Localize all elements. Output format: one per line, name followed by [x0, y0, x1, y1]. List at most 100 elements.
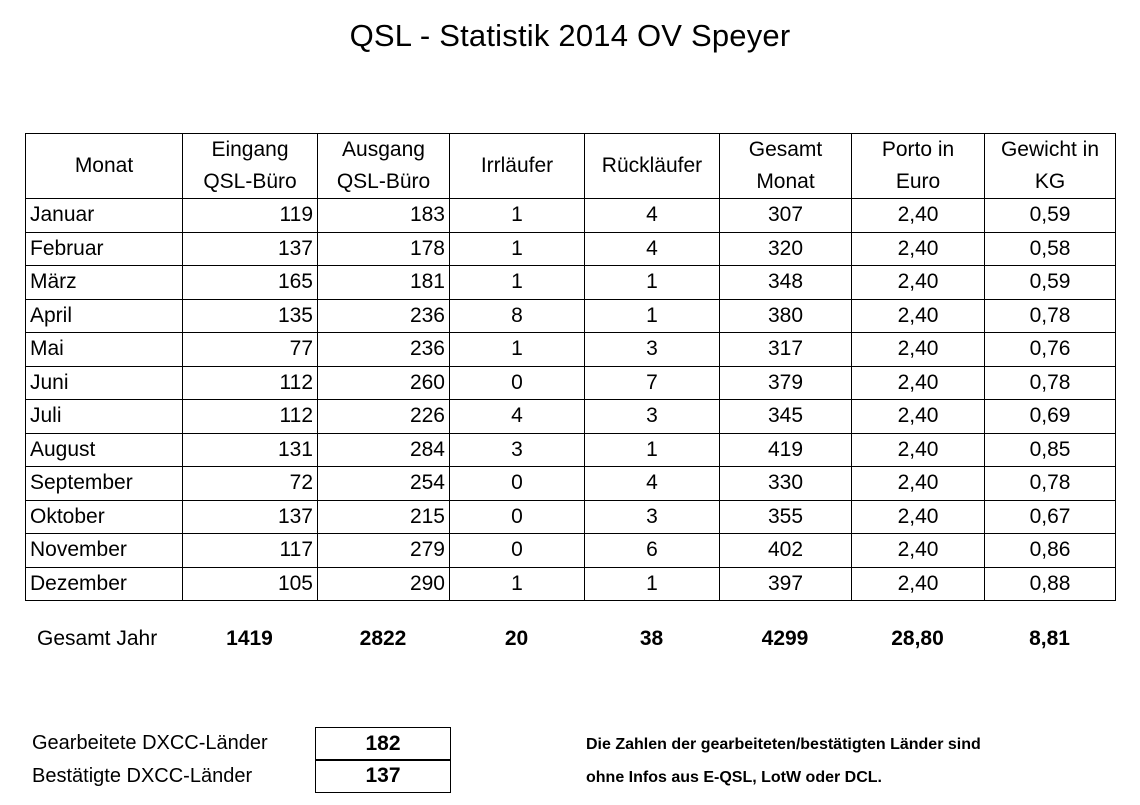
cell-gesamt: 419 — [719, 432, 852, 467]
cell-gewicht: 0,88 — [984, 566, 1116, 601]
cell-rueckläufer: 3 — [584, 399, 720, 434]
cell-rueckläufer: 4 — [584, 466, 720, 501]
cell-gesamt: 379 — [719, 365, 852, 400]
cell-month: März — [25, 265, 183, 300]
cell-rueckläufer: 3 — [584, 332, 720, 367]
cell-rueckläufer: 4 — [584, 231, 720, 266]
total-rueckläufer: 38 — [639, 627, 664, 650]
cell-eingang: 119 — [182, 198, 318, 233]
cell-irrlaeufer: 1 — [449, 566, 585, 601]
cell-month: Oktober — [25, 499, 183, 534]
cell-porto: 2,40 — [851, 399, 985, 434]
cell-gewicht: 0,58 — [984, 231, 1116, 266]
table-row: Juni 112 260 0 7 379 2,40 0,78 — [25, 365, 1116, 400]
header-ausgang: Ausgang QSL-Büro — [317, 133, 450, 199]
cell-porto: 2,40 — [851, 365, 985, 400]
cell-ausgang: 236 — [317, 298, 450, 333]
total-eingang: 1419 — [226, 627, 273, 650]
cell-ausgang: 284 — [317, 432, 450, 467]
header-monat: Monat — [25, 133, 183, 199]
cell-irrlaeufer: 3 — [449, 432, 585, 467]
note-line-1: Die Zahlen der gearbeiteten/bestätigten … — [586, 736, 981, 753]
cell-eingang: 137 — [182, 231, 318, 266]
table-row: August 131 284 3 1 419 2,40 0,85 — [25, 432, 1116, 467]
cell-porto: 2,40 — [851, 432, 985, 467]
table-row: November 117 279 0 6 402 2,40 0,86 — [25, 533, 1116, 568]
cell-month: Januar — [25, 198, 183, 233]
cell-porto: 2,40 — [851, 231, 985, 266]
cell-rueckläufer: 1 — [584, 265, 720, 300]
header-irrlaeufer: Irrläufer — [449, 133, 585, 199]
header-porto: Porto in Euro — [851, 133, 985, 199]
header-gesamt-monat: Gesamt Monat — [719, 133, 852, 199]
table-row: Dezember 105 290 1 1 397 2,40 0,88 — [25, 566, 1116, 601]
cell-gesamt: 402 — [719, 533, 852, 568]
header-gewicht: Gewicht in KG — [984, 133, 1116, 199]
total-gesamt: 4299 — [761, 627, 809, 650]
cell-rueckläufer: 1 — [584, 566, 720, 601]
cell-gesamt: 348 — [719, 265, 852, 300]
table-body: Januar 119 183 1 4 307 2,40 0,59 Februar 137 178 1 4… — [25, 198, 1116, 601]
cell-gesamt: 317 — [719, 332, 852, 367]
cell-month: Juni — [25, 365, 183, 400]
cell-gewicht: 0,67 — [984, 499, 1116, 534]
cell-eingang: 105 — [182, 566, 318, 601]
header-eingang: Eingang QSL-Büro — [182, 133, 318, 199]
table-header-row: Monat Eingang QSL-Büro Ausgang QSL-Büro Ir… — [25, 133, 1116, 199]
cell-rueckläufer: 4 — [584, 198, 720, 233]
cell-irrlaeufer: 0 — [449, 533, 585, 568]
worked-dxcc-value: 182 — [315, 727, 451, 761]
cell-porto: 2,40 — [851, 499, 985, 534]
cell-eingang: 137 — [182, 499, 318, 534]
cell-gesamt: 397 — [719, 566, 852, 601]
cell-gewicht: 0,59 — [984, 198, 1116, 233]
cell-ausgang: 226 — [317, 399, 450, 434]
cell-irrlaeufer: 0 — [449, 499, 585, 534]
cell-month: August — [25, 432, 183, 467]
note-line-2: ohne Infos aus E-QSL, LotW oder DCL. — [586, 769, 882, 786]
page-title: QSL - Statistik 2014 OV Speyer — [349, 18, 791, 53]
confirmed-dxcc-label: Bestätigte DXCC-Länder — [32, 765, 253, 787]
cell-gewicht: 0,59 — [984, 265, 1116, 300]
cell-eingang: 131 — [182, 432, 318, 467]
cell-gewicht: 0,78 — [984, 365, 1116, 400]
cell-eingang: 112 — [182, 399, 318, 434]
cell-porto: 2,40 — [851, 566, 985, 601]
cell-gesamt: 345 — [719, 399, 852, 434]
qsl-statistics-table: Monat Eingang QSL-Büro Ausgang QSL-Büro Ir… — [25, 133, 1116, 601]
cell-ausgang: 290 — [317, 566, 450, 601]
cell-ausgang: 260 — [317, 365, 450, 400]
cell-rueckläufer: 6 — [584, 533, 720, 568]
cell-gewicht: 0,69 — [984, 399, 1116, 434]
cell-irrlaeufer: 8 — [449, 298, 585, 333]
header-rueckläufer: Rückläufer — [584, 133, 720, 199]
total-ausgang: 2822 — [359, 627, 407, 650]
cell-irrlaeufer: 1 — [449, 198, 585, 233]
cell-porto: 2,40 — [851, 533, 985, 568]
table-row: Mai 77 236 1 3 317 2,40 0,76 — [25, 332, 1116, 367]
cell-month: September — [25, 466, 183, 501]
cell-eingang: 117 — [182, 533, 318, 568]
cell-irrlaeufer: 1 — [449, 332, 585, 367]
cell-month: April — [25, 298, 183, 333]
cell-irrlaeufer: 1 — [449, 231, 585, 266]
confirmed-dxcc-value: 137 — [315, 759, 451, 793]
total-gewicht: 8,81 — [1029, 627, 1070, 650]
cell-irrlaeufer: 0 — [449, 365, 585, 400]
cell-irrlaeufer: 4 — [449, 399, 585, 434]
cell-porto: 2,40 — [851, 198, 985, 233]
cell-ausgang: 254 — [317, 466, 450, 501]
cell-ausgang: 236 — [317, 332, 450, 367]
cell-eingang: 77 — [182, 332, 318, 367]
cell-rueckläufer: 7 — [584, 365, 720, 400]
cell-month: Dezember — [25, 566, 183, 601]
cell-eingang: 165 — [182, 265, 318, 300]
cell-ausgang: 178 — [317, 231, 450, 266]
cell-porto: 2,40 — [851, 265, 985, 300]
cell-irrlaeufer: 1 — [449, 265, 585, 300]
cell-gewicht: 0,86 — [984, 533, 1116, 568]
table-row: Juli 112 226 4 3 345 2,40 0,69 — [25, 399, 1116, 434]
cell-gesamt: 320 — [719, 231, 852, 266]
total-porto: 28,80 — [891, 627, 944, 650]
cell-eingang: 135 — [182, 298, 318, 333]
